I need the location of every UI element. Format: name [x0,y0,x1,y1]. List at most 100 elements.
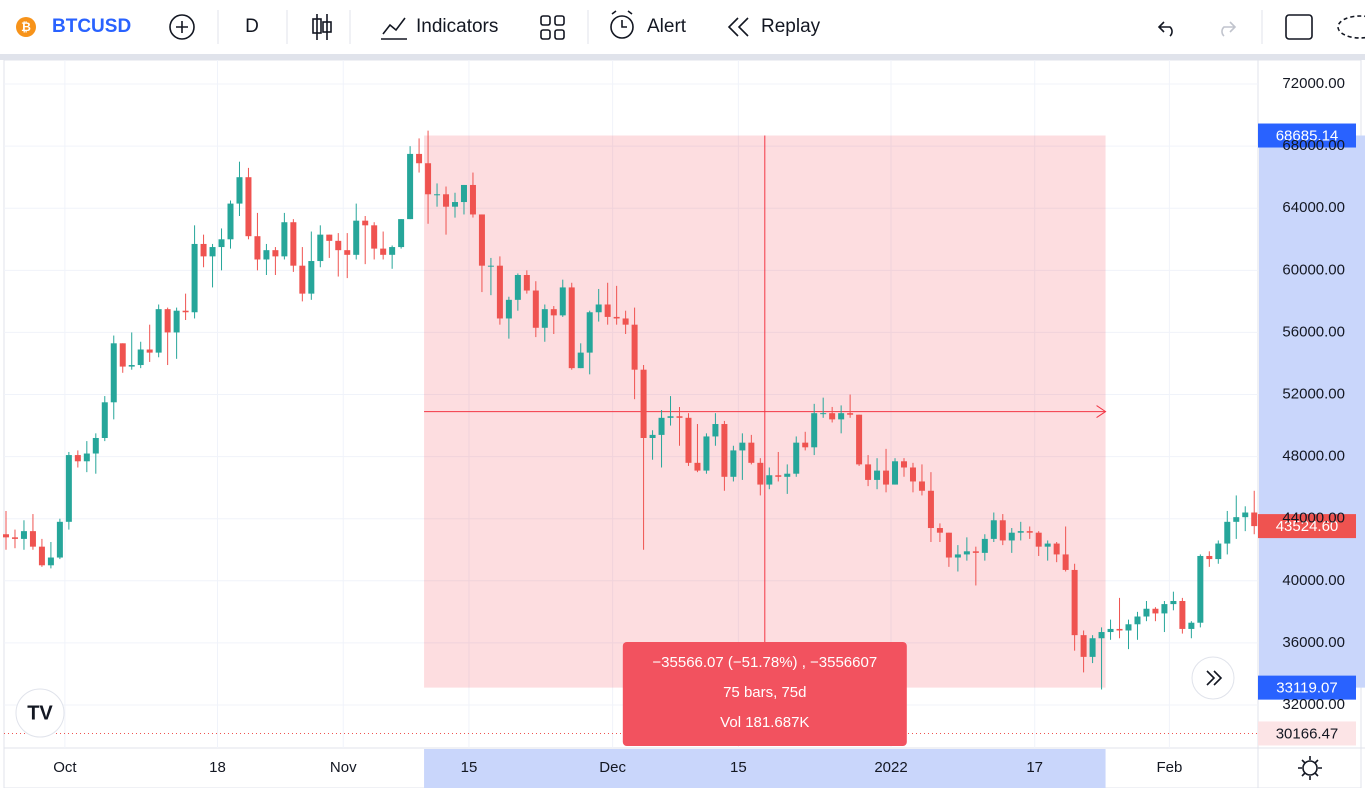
candle-body [784,473,791,477]
candle-body [263,250,270,260]
candle-body [200,243,207,257]
measure-info-bars: 75 bars, 75d [723,684,806,701]
candle-body [335,240,342,251]
x-tick-label: Nov [330,759,357,776]
candle-body [434,194,441,196]
redo-button[interactable] [1221,21,1237,37]
candle-body [685,417,692,463]
candle-body [92,437,99,454]
candle-body [191,243,198,313]
candle-body [1008,532,1015,541]
screenshot-button[interactable] [1337,15,1365,39]
x-tick-label: 15 [461,759,478,776]
chart-type-button[interactable] [312,14,332,40]
x-tick-label: 2022 [874,759,907,776]
undo-button[interactable] [1157,21,1173,37]
scroll-to-latest-button[interactable] [1191,656,1235,700]
time-range-highlight [424,749,1106,788]
candle-body [748,442,755,463]
tradingview-logo[interactable]: TV [15,688,65,738]
candle-body [595,304,602,313]
candle-body [38,546,45,566]
candle-body [1035,532,1042,547]
candle-body [218,239,225,248]
candle-body [703,436,710,471]
layouts-button[interactable] [540,15,565,40]
alert-icon [611,10,633,28]
candle-body [1080,635,1087,657]
grid-icon [540,15,551,26]
candle-body [658,417,665,435]
price-tag-label: 68685.14 [1276,127,1339,144]
candle-body [65,455,72,522]
candle-body [514,275,521,300]
grid-icon [554,29,565,40]
candle-body [164,309,171,333]
candle-body [712,424,719,437]
price-tag-label: 33119.07 [1276,680,1337,697]
candle-body [802,442,809,448]
symbol-button[interactable]: ₿ BTCUSD [16,16,131,37]
candle-body [936,528,943,533]
candle-body [1062,554,1069,570]
candles [3,130,1258,690]
alert-button[interactable]: Alert [610,10,687,39]
candle-body [721,424,728,477]
candle-body [137,349,144,366]
candle-body [730,450,737,477]
candle-body [443,194,450,207]
candle-body [505,299,512,319]
candle-body [640,369,647,438]
y-tick-label: 60000.00 [1282,261,1345,278]
replay-icon [727,17,749,37]
candle-body [927,490,934,529]
candle-body [1215,543,1222,560]
price-range-highlight [1259,135,1365,688]
candle-body [290,222,297,266]
candle-body [945,532,952,558]
fullscreen-button[interactable] [1285,14,1313,40]
candle-body [1179,600,1186,629]
y-tick-label: 40000.00 [1282,572,1345,589]
measure-info [622,642,907,746]
price-tag-label: 43524.60 [1276,518,1339,535]
candle-body [146,349,153,353]
grid-icon [540,29,551,40]
candle-body [1071,569,1078,636]
candle-body [1044,543,1051,547]
candle-body [1134,616,1141,625]
measure-range [424,135,1107,688]
candle-body [999,520,1006,541]
candle-body [739,442,746,451]
interval-button[interactable]: D [245,16,259,37]
y-tick-label: 48000.00 [1282,448,1345,465]
candle-body [272,250,279,257]
candle-body [362,220,369,226]
candle-body [182,310,189,313]
measure-info-volume: Vol 181.687K [720,714,809,731]
candle-body [1053,543,1060,555]
candle-body [478,214,485,266]
plus-icon [169,14,195,40]
logo-circle [15,688,65,738]
candle-body [209,247,216,257]
candle-body [649,434,656,438]
indicators-button[interactable]: Indicators [381,16,498,40]
compare-button[interactable] [169,14,195,40]
candle-body [460,184,467,203]
measure-info-summary: −35566.07 (−51.78%) , −3556607 [652,654,877,671]
candle-body [299,265,306,294]
candle-body [981,538,988,553]
replay-button[interactable]: Replay [727,16,821,37]
alert-label: Alert [647,16,687,37]
candle-icon [312,18,322,34]
candle-body [559,287,566,316]
time-axis-settings[interactable] [1298,756,1322,780]
y-tick-label: 64000.00 [1282,199,1345,216]
x-tick-label: Feb [1156,759,1182,776]
candle-body [398,219,405,248]
candle-body [972,551,979,553]
y-tick-label: 44000.00 [1282,510,1345,527]
candle-body [577,352,584,369]
